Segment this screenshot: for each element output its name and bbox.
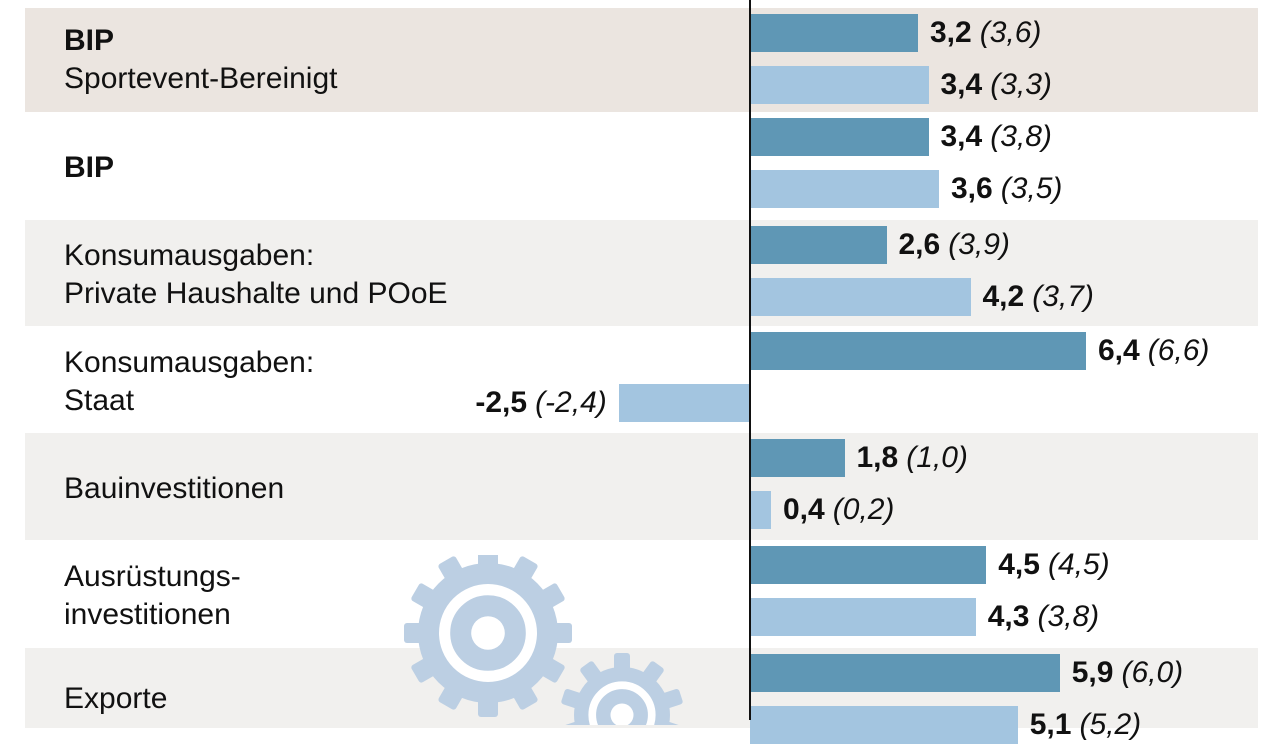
data-label: 3,4 (3,8)	[941, 118, 1052, 156]
category-label: BIP	[64, 149, 114, 187]
data-value: -2,5	[475, 386, 528, 419]
category-label: BIP Sportevent-Bereinigt	[64, 22, 338, 98]
previous-value: (4,5)	[1047, 548, 1110, 581]
category-label: Konsumausgaben: Private Haushalte und PO…	[64, 239, 448, 310]
bar-primary	[750, 546, 987, 584]
data-value: 3,6	[951, 172, 993, 205]
data-value: 3,2	[930, 16, 972, 49]
category-label: Ausrüstungs- investitionen	[64, 560, 241, 631]
bar-secondary	[750, 66, 929, 104]
bar-primary	[750, 439, 845, 477]
bar-secondary	[750, 598, 976, 636]
data-value: 3,4	[940, 120, 983, 153]
previous-value: (-2,4)	[535, 386, 607, 419]
row-background	[25, 8, 1258, 112]
bar-secondary	[750, 170, 939, 208]
row-background	[25, 433, 1258, 540]
category-label: Bauinvestitionen	[64, 471, 285, 505]
data-label: 3,6 (3,5)	[951, 170, 1062, 208]
previous-value: (5,2)	[1079, 708, 1142, 741]
bar-secondary	[750, 706, 1018, 744]
data-value: 4,3	[987, 600, 1030, 633]
data-value: 4,2	[982, 280, 1025, 313]
data-label: 2,6 (3,9)	[899, 226, 1010, 264]
data-label: 3,4 (3,3)	[941, 66, 1052, 104]
previous-value: (3,8)	[990, 120, 1052, 153]
bar-secondary	[618, 384, 750, 422]
zero-axis-line	[749, 0, 751, 720]
data-label: 5,9 (6,0)	[1072, 654, 1183, 692]
previous-value: (3,7)	[1032, 280, 1094, 313]
bar-primary	[750, 226, 887, 264]
previous-value: (1,0)	[906, 441, 968, 474]
data-value: 5,1	[1029, 708, 1072, 741]
bar-primary	[750, 332, 1086, 370]
category-label: Exporte	[64, 682, 168, 715]
data-value: 4,5	[998, 548, 1040, 581]
previous-value: (3,5)	[1000, 172, 1063, 205]
data-value: 3,4	[940, 68, 983, 101]
previous-value: (3,6)	[979, 16, 1042, 49]
data-label: 4,2 (3,7)	[983, 278, 1094, 316]
bar-primary	[750, 654, 1060, 692]
row-background	[25, 220, 1258, 326]
category-sublabel: Sportevent-Bereinigt	[64, 62, 338, 95]
bar-secondary	[750, 278, 971, 316]
previous-value: (0,2)	[832, 493, 895, 526]
previous-value: (6,0)	[1121, 656, 1184, 689]
row-background	[25, 112, 1258, 220]
data-label: 3,2 (3,6)	[930, 14, 1041, 52]
data-value: 6,4	[1098, 334, 1140, 367]
bar-primary	[750, 14, 918, 52]
category-label-bold: BIP	[64, 24, 115, 57]
row-background	[25, 540, 1258, 648]
data-value: 0,4	[783, 493, 825, 526]
data-label: 5,1 (5,2)	[1030, 706, 1141, 744]
category-label-bold: BIP	[64, 151, 115, 184]
data-label: 4,3 (3,8)	[988, 598, 1099, 636]
data-label: 0,4 (0,2)	[783, 491, 894, 529]
previous-value: (3,3)	[990, 68, 1052, 101]
category-label: Konsumausgaben: Staat	[64, 345, 315, 417]
previous-value: (3,9)	[948, 228, 1010, 261]
previous-value: (6,6)	[1147, 334, 1210, 367]
gear-icon	[404, 555, 683, 725]
data-label: 4,5 (4,5)	[998, 546, 1109, 584]
data-value: 5,9	[1071, 656, 1114, 689]
data-label: -2,5 (-2,4)	[475, 384, 606, 422]
bar-secondary	[750, 491, 771, 529]
previous-value: (3,8)	[1037, 600, 1100, 633]
data-label: 1,8 (1,0)	[857, 439, 968, 477]
bar-chart: BIP Sportevent-Bereinigt BIP Konsumausgaben…	[25, 8, 1258, 744]
bar-primary	[750, 118, 929, 156]
data-label: 6,4 (6,6)	[1098, 332, 1209, 370]
data-value: 2,6	[898, 228, 941, 261]
data-value: 1,8	[856, 441, 899, 474]
